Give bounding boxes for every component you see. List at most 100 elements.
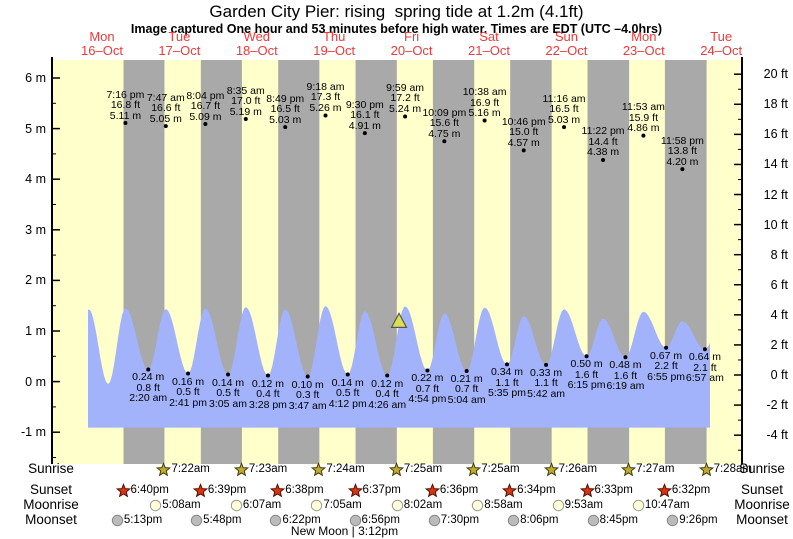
day-header-line: 17–Oct [158, 43, 201, 58]
low-tide-label-line: 0.10 m [291, 378, 324, 391]
moonset-circle-icon [428, 514, 440, 526]
moonrise-time: 5:08am [162, 499, 201, 511]
moonset-label-left: Moonset [25, 512, 77, 527]
high-tide-label-line: 15.9 ft [628, 111, 659, 124]
moonset-label-right: Moonset [736, 512, 788, 527]
moonset-item: 5:48pm [190, 512, 241, 528]
moonset-circle-icon [111, 514, 124, 526]
m-axis-tick-label: -1 m [21, 425, 46, 440]
low-tide-dot [464, 368, 469, 373]
day-header: Tue 24–Oct [686, 30, 756, 58]
m-axis-tick-label: 3 m [25, 222, 46, 237]
moonrise-item: 8:58am [471, 497, 523, 513]
low-tide-label-line: 2.2 ft [654, 360, 678, 373]
high-tide-label: 7:47 am 16.6 ft 5.05 m [135, 93, 197, 125]
m-axis-tick-label: 6 m [25, 71, 46, 85]
moonset-circle-icon [507, 514, 520, 526]
high-tide-label: 10:09 pm 15.6 ft 4.75 m [413, 108, 475, 140]
moonrise-circle-icon [472, 499, 484, 511]
moonset-item: 6:56pm [349, 512, 400, 528]
high-tide-label-line: 7:47 am [146, 91, 185, 104]
low-tide-label: 0.10 m 0.3 ft 3:47 am [277, 380, 339, 412]
high-tide-label: 9:59 am 17.2 ft 5.24 m [374, 83, 436, 115]
high-tide-label: 9:18 am 17.3 ft 5.26 m [294, 82, 356, 114]
low-tide-label: 0.33 m 1.1 ft 5:42 am [515, 368, 577, 400]
sunrise-time: 7:27am [636, 463, 675, 475]
moonrise-time: 8:58am [484, 499, 523, 511]
m-axis-tick-label: 0 m [25, 374, 46, 389]
high-tide-label-line: 11:53 am [621, 101, 665, 114]
moonset-circle-icon [349, 514, 361, 526]
ft-axis-tick-label: 12 ft [763, 187, 788, 202]
sunset-star-icon [347, 482, 363, 497]
high-tide-dot [442, 139, 447, 144]
low-tide-label-line: 0.50 m [570, 358, 603, 371]
high-tide-dot [283, 125, 288, 130]
moonset-circle-icon [667, 514, 679, 526]
low-tide-label-line: 3:28 pm [248, 398, 287, 411]
sunset-star-icon [502, 482, 518, 497]
sunrise-star-icon [311, 461, 327, 476]
sunset-star-icon [656, 482, 672, 497]
high-tide-label-line: 15.0 ft [509, 126, 539, 139]
low-tide-label-line: 6:19 am [606, 380, 645, 393]
sunset-star-icon [347, 482, 363, 497]
sunrise-star-icon [156, 461, 172, 476]
high-tide-label: 7:16 pm 16.8 ft 5.11 m [94, 90, 156, 122]
sunset-label-right: Sunset [740, 482, 784, 497]
low-tide-label-line: 6:57 am [685, 372, 724, 385]
high-tide-label-line: 16.8 ft [110, 99, 141, 112]
sunset-item: 6:36pm [424, 482, 478, 498]
low-tide-label-line: 0.5 ft [336, 387, 360, 400]
high-tide-label-line: 8:04 pm [186, 89, 225, 102]
day-header: Tue 17–Oct [144, 30, 214, 58]
day-header-line: 23–Oct [622, 43, 665, 58]
new-moon-text: New Moon | 3:12pm [290, 524, 399, 538]
low-tide-label-line: 0.7 ft [454, 383, 479, 396]
sunset-star-icon [424, 482, 440, 497]
low-tide-label: 0.14 m 0.5 ft 4:12 pm [317, 378, 379, 410]
low-tide-label-line: 6:15 pm [567, 379, 606, 392]
high-tide-dot [403, 114, 408, 119]
day-header-line: Sun [554, 29, 578, 44]
low-tide-label-line: 6:55 pm [647, 370, 686, 383]
high-tide-dot [243, 116, 248, 121]
low-tide-label-line: 0.14 m [211, 376, 245, 389]
moonrise-circle-icon [472, 499, 484, 511]
high-tide-dot [521, 148, 526, 153]
high-tide-label-line: 17.3 ft [310, 91, 341, 104]
low-tide-dot [623, 355, 628, 360]
high-tide-dot [203, 122, 208, 127]
tide-curve [88, 306, 710, 428]
m-axis-tick-label: 4 m [25, 172, 46, 187]
moonset-circle-icon [270, 514, 282, 526]
sunrise-star-icon [156, 461, 172, 476]
low-tide-label-line: 1.6 ft [613, 369, 638, 382]
high-tide-label-line: 4.75 m [428, 127, 461, 140]
moonrise-time: 6:07am [242, 499, 282, 511]
moonset-circle-icon [428, 514, 440, 526]
low-tide-label: 0.24 m 0.8 ft 2:20 am [117, 372, 179, 404]
day-header-line: 16–Oct [81, 43, 123, 58]
day-header-line: 19–Oct [313, 43, 356, 58]
low-tide-dot [584, 354, 589, 359]
ft-axis-tick-label: 20 ft [763, 67, 788, 82]
day-header-line: Tue [168, 29, 191, 44]
low-tide-label-line: 0.4 ft [375, 388, 399, 401]
day-header-line: 20–Oct [390, 43, 433, 58]
sunrise-time: 7:25am [403, 463, 443, 475]
low-tide-label-line: 1.1 ft [495, 376, 519, 389]
high-tide-label-line: 4.91 m [348, 119, 381, 132]
sunrise-star-icon [466, 461, 482, 476]
sunset-time: 6:33pm [594, 484, 633, 496]
low-tide-dot [544, 362, 549, 367]
ft-axis-tick-label: -4 ft [766, 428, 788, 443]
sunrise-star-icon [233, 461, 249, 476]
ft-axis-tick-label: -2 ft [766, 398, 788, 413]
moonrise-circle-icon [391, 499, 403, 511]
high-tide-label-line: 10:09 pm [422, 106, 467, 119]
sunset-time: 6:37pm [362, 484, 401, 496]
sunset-item: 6:34pm [502, 482, 556, 498]
sunrise-label-left: Sunrise [28, 461, 74, 476]
low-tide-dot [226, 372, 231, 377]
